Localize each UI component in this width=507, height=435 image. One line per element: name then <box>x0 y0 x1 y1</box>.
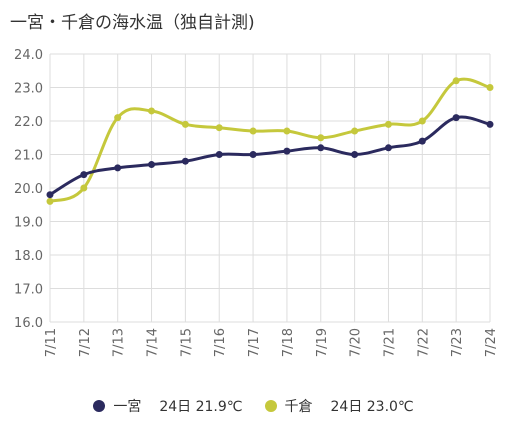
data-point <box>384 144 392 152</box>
y-tick-label: 23.0 <box>14 82 43 97</box>
x-tick-label: 7/20 <box>349 328 364 357</box>
y-tick-label: 22.0 <box>14 115 43 130</box>
data-point <box>317 134 325 142</box>
x-tick-label: 7/24 <box>484 328 499 357</box>
x-tick-label: 7/13 <box>112 328 127 357</box>
y-tick-label: 17.0 <box>14 283 43 298</box>
data-point <box>46 191 54 199</box>
data-point <box>384 120 392 128</box>
data-point <box>249 151 257 158</box>
data-point <box>80 184 88 192</box>
data-point <box>418 117 426 125</box>
data-point <box>148 161 156 169</box>
x-tick-label: 7/12 <box>78 328 93 357</box>
y-tick-label: 18.0 <box>14 249 43 264</box>
legend-series-name: 一宮 <box>113 399 142 415</box>
data-point <box>283 147 291 155</box>
y-tick-label: 19.0 <box>14 216 43 231</box>
legend-series-value: 24日 21.9℃ <box>159 399 243 415</box>
x-tick-label: 7/18 <box>281 328 296 357</box>
legend-series-name: 千倉 <box>284 399 313 415</box>
x-tick-label: 7/11 <box>44 328 59 357</box>
legend-marker-chikura <box>264 400 277 412</box>
y-tick-label: 16.0 <box>14 316 43 331</box>
x-tick-label: 7/14 <box>146 328 161 357</box>
data-point <box>418 137 426 145</box>
y-tick-label: 24.0 <box>14 48 43 63</box>
x-tick-label: 7/21 <box>382 328 397 357</box>
data-point <box>452 114 460 122</box>
data-point <box>452 77 460 85</box>
series-line <box>49 115 491 196</box>
x-tick-label: 7/22 <box>416 328 431 357</box>
x-tick-label: 7/15 <box>179 328 194 357</box>
data-point <box>215 124 223 132</box>
data-point <box>181 120 189 128</box>
legend: 一宮 24日 21.9℃ 千倉 24日 23.0℃ <box>0 396 507 416</box>
data-point <box>486 120 494 128</box>
data-point <box>80 171 88 179</box>
x-tick-label: 7/19 <box>315 328 330 357</box>
legend-item-ichinomiya[interactable]: 一宮 24日 21.9℃ <box>93 396 243 416</box>
data-point <box>114 114 122 122</box>
data-point <box>148 107 156 115</box>
data-point <box>215 151 223 158</box>
data-point <box>317 144 325 152</box>
legend-series-value: 24日 23.0℃ <box>330 399 414 415</box>
data-point <box>283 127 291 135</box>
data-point <box>249 127 257 135</box>
data-point <box>351 127 359 135</box>
data-point <box>351 151 359 158</box>
chart-title: 一宮・千倉の海水温（独自計測) <box>10 13 255 33</box>
y-tick-label: 20.0 <box>14 182 43 197</box>
x-tick-label: 7/23 <box>450 328 465 357</box>
x-tick-label: 7/16 <box>213 328 228 357</box>
x-tick-label: 7/17 <box>247 328 262 357</box>
legend-item-chikura[interactable]: 千倉 24日 23.0℃ <box>264 396 414 416</box>
legend-marker-ichinomiya <box>93 400 106 412</box>
y-tick-label: 21.0 <box>14 149 43 164</box>
data-point <box>46 197 54 205</box>
data-point <box>181 157 189 165</box>
data-point <box>486 84 494 91</box>
data-point <box>114 164 122 172</box>
